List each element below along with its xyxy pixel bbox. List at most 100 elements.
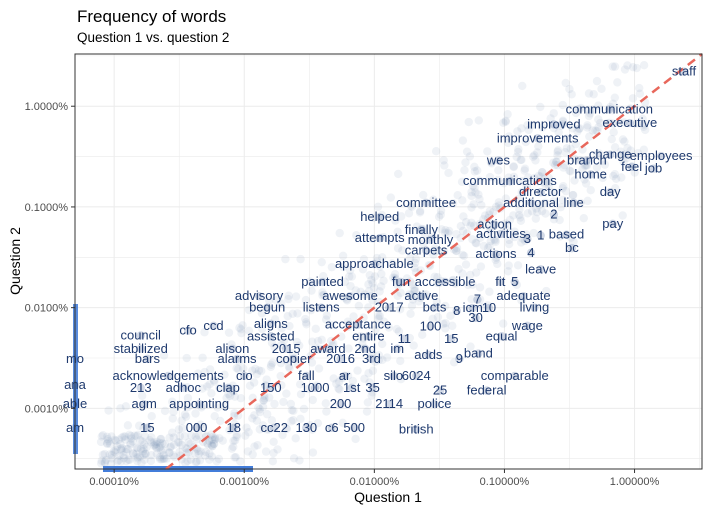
background-point bbox=[230, 419, 239, 429]
background-point bbox=[186, 439, 195, 449]
background-point bbox=[499, 178, 509, 188]
point-label-38: fit bbox=[495, 274, 506, 289]
background-point bbox=[576, 156, 586, 165]
point-79 bbox=[424, 350, 433, 360]
background-point bbox=[366, 291, 376, 301]
background-point bbox=[284, 291, 293, 300]
background-point bbox=[487, 159, 496, 168]
background-point bbox=[307, 358, 317, 367]
point-label-23: based bbox=[549, 227, 584, 242]
background-point bbox=[475, 283, 485, 292]
background-point bbox=[255, 407, 265, 417]
x-tick-label-0: 0.00010% bbox=[89, 476, 139, 488]
background-point bbox=[592, 163, 602, 172]
background-point bbox=[610, 143, 620, 152]
background-point bbox=[236, 325, 246, 334]
background-point bbox=[466, 342, 475, 351]
background-point bbox=[319, 272, 328, 281]
background-point bbox=[305, 277, 315, 286]
background-point bbox=[441, 226, 450, 235]
point-28 bbox=[536, 231, 545, 240]
background-point bbox=[345, 272, 354, 281]
background-point bbox=[374, 314, 383, 323]
background-point bbox=[96, 437, 106, 447]
background-point bbox=[404, 209, 414, 218]
background-point bbox=[568, 190, 578, 200]
point-86 bbox=[412, 371, 421, 381]
background-point bbox=[570, 154, 579, 164]
background-point bbox=[405, 333, 414, 343]
background-point bbox=[107, 450, 117, 460]
background-point bbox=[632, 63, 641, 73]
point-46 bbox=[316, 303, 326, 312]
point-label-61: assisted bbox=[247, 328, 295, 343]
point-52 bbox=[530, 303, 539, 312]
background-point bbox=[359, 313, 368, 322]
background-point bbox=[390, 273, 400, 282]
background-point bbox=[193, 369, 203, 378]
background-point bbox=[232, 432, 241, 442]
background-point bbox=[523, 209, 532, 218]
background-point bbox=[228, 381, 238, 390]
point-label-70: 2nd bbox=[354, 341, 376, 356]
point-40 bbox=[254, 291, 264, 301]
background-point bbox=[100, 457, 110, 467]
background-point bbox=[578, 164, 587, 174]
data-points bbox=[70, 67, 689, 434]
background-point bbox=[494, 201, 504, 210]
background-point bbox=[126, 431, 136, 441]
background-point bbox=[283, 311, 292, 321]
background-point bbox=[111, 445, 120, 455]
background-point bbox=[610, 93, 620, 102]
background-point bbox=[140, 455, 149, 465]
point-110 bbox=[327, 423, 336, 433]
point-78 bbox=[367, 354, 376, 364]
background-point bbox=[518, 81, 527, 91]
background-point bbox=[210, 435, 219, 445]
background-point bbox=[370, 357, 380, 366]
background-point bbox=[182, 444, 192, 454]
background-point bbox=[585, 109, 595, 118]
background-point bbox=[233, 411, 243, 420]
background-point bbox=[509, 162, 518, 172]
point-label-77: 2016 bbox=[326, 351, 355, 366]
x-tick-label-3: 0.10000% bbox=[480, 476, 530, 488]
background-point bbox=[369, 213, 378, 222]
background-point bbox=[135, 452, 145, 461]
background-point bbox=[468, 181, 478, 190]
point-7 bbox=[494, 156, 503, 165]
x-tick-label-1: 0.00100% bbox=[219, 476, 269, 488]
background-point bbox=[549, 215, 559, 224]
point-26 bbox=[426, 235, 435, 245]
background-point bbox=[407, 301, 417, 311]
background-point bbox=[162, 454, 171, 463]
y-tick-label-3: 1.0000% bbox=[25, 101, 69, 113]
point-70 bbox=[360, 344, 370, 354]
background-point bbox=[486, 157, 496, 167]
background-point bbox=[377, 210, 387, 220]
background-point bbox=[363, 398, 373, 407]
background-point bbox=[390, 371, 399, 381]
point-1 bbox=[605, 105, 614, 114]
point-100 bbox=[194, 399, 204, 409]
background-point bbox=[96, 459, 106, 468]
background-point bbox=[279, 336, 289, 345]
background-point bbox=[456, 233, 465, 243]
background-point bbox=[639, 120, 649, 129]
background-point bbox=[137, 458, 146, 468]
background-point bbox=[175, 431, 185, 441]
background-point bbox=[258, 421, 268, 430]
background-point bbox=[183, 402, 193, 412]
point-89 bbox=[136, 383, 145, 393]
background-point bbox=[147, 438, 156, 447]
background-point bbox=[580, 161, 590, 170]
background-point bbox=[410, 258, 420, 268]
background-point bbox=[160, 406, 170, 416]
point-label-97: federal bbox=[467, 383, 507, 398]
background-point bbox=[103, 434, 112, 444]
background-point bbox=[343, 317, 353, 326]
background-point bbox=[592, 149, 602, 159]
background-point bbox=[191, 409, 200, 418]
background-point bbox=[288, 349, 298, 358]
background-point bbox=[170, 452, 179, 462]
